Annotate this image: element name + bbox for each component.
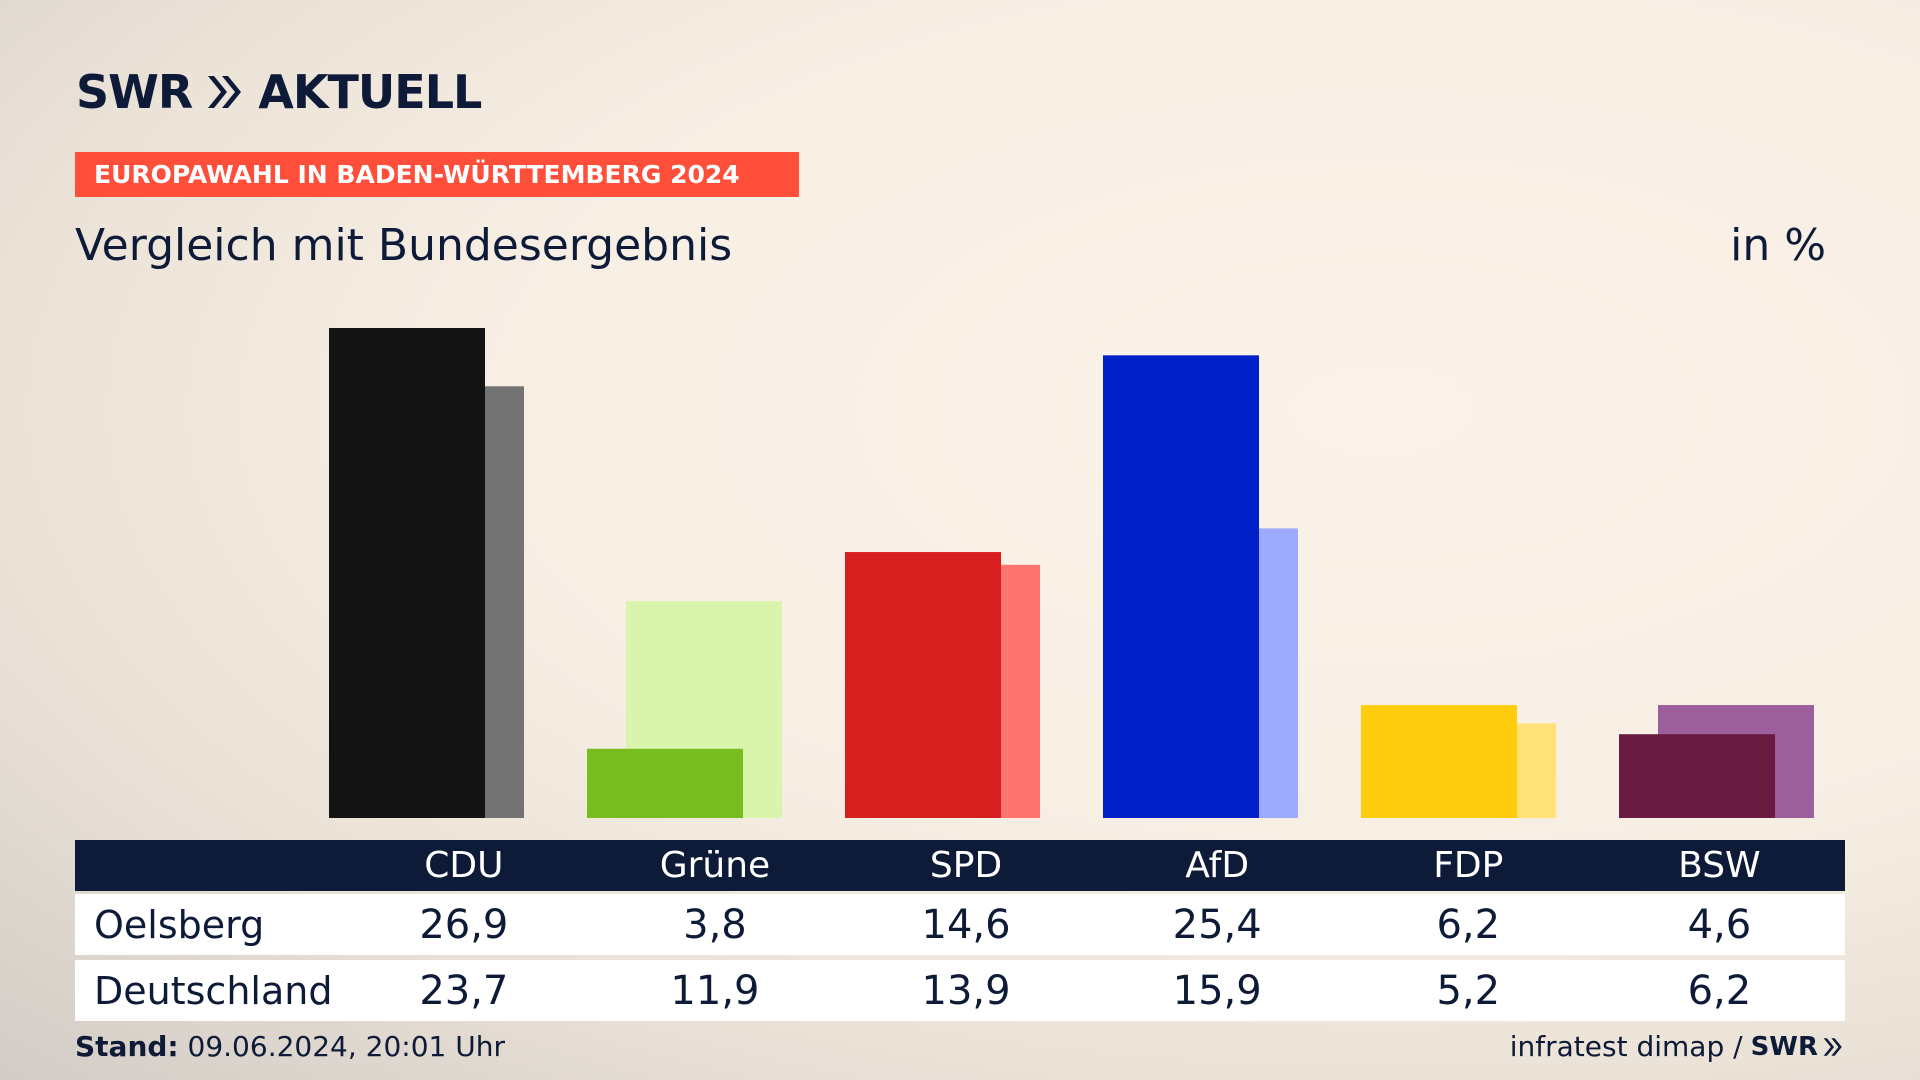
logo-suffix: AKTUELL xyxy=(258,65,482,119)
column-header-cdu: CDU xyxy=(424,845,504,886)
table-cell: 14,6 xyxy=(921,901,1011,948)
table-body: Oelsberg 26,9 3,8 14,6 25,4 6,2 4,6 Deutschland… xyxy=(75,894,1845,1021)
table-cell: 6,2 xyxy=(1687,967,1752,1014)
results-table: CDU Grüne SPD AfD FDP BSW Oelsberg 26,9 3,8 14,6… xyxy=(75,840,1845,1021)
column-header-spd: SPD xyxy=(929,845,1003,886)
source-credit: infratest dimap / SWR xyxy=(1510,1030,1844,1063)
table-cell: 6,2 xyxy=(1436,901,1501,948)
source-text: infratest dimap / xyxy=(1509,1030,1743,1063)
table-cell: 23,7 xyxy=(419,967,509,1014)
table-cell: 4,6 xyxy=(1687,901,1752,948)
table-row: Oelsberg 26,9 3,8 14,6 25,4 6,2 4,6 xyxy=(75,894,1845,955)
row-label: Oelsberg xyxy=(94,902,265,947)
table-cell: 5,2 xyxy=(1436,967,1501,1014)
bar-oelsberg-cdu xyxy=(329,328,485,818)
table-row: Deutschland 23,7 11,9 13,9 15,9 5,2 6,2 xyxy=(75,960,1845,1021)
chart-subtitle: Vergleich mit Bundesergebnis xyxy=(75,220,733,271)
bar-oelsberg-afd xyxy=(1103,355,1259,818)
stand-label: Stand: xyxy=(75,1030,179,1063)
column-header-fdp: FDP xyxy=(1433,845,1504,886)
mini-logo-text: SWR xyxy=(1750,1031,1818,1062)
table-cell: 11,9 xyxy=(670,967,760,1014)
table-cell: 3,8 xyxy=(683,901,747,948)
chevron-double-icon xyxy=(1823,1037,1842,1056)
bar-oelsberg-spd xyxy=(845,552,1001,818)
table-header: CDU Grüne SPD AfD FDP BSW xyxy=(75,840,1845,891)
election-badge: EUROPAWAHL IN BADEN-WÜRTTEMBERG 2024 xyxy=(75,152,799,197)
bar-oelsberg-bsw xyxy=(1619,734,1775,818)
column-header-afd: AfD xyxy=(1185,845,1250,886)
table-cell: 25,4 xyxy=(1172,901,1262,948)
swr-aktuell-logo: SWR AKTUELL xyxy=(76,65,482,119)
bar-oelsberg-fdp xyxy=(1361,705,1517,818)
column-header-bsw: BSW xyxy=(1678,845,1761,886)
chevron-double-icon xyxy=(206,72,244,112)
stand-value: 09.06.2024, 20:01 Uhr xyxy=(187,1030,505,1063)
bar-oelsberg-grüne xyxy=(587,748,743,818)
bar-chart xyxy=(329,328,1814,818)
table-cell: 15,9 xyxy=(1172,967,1262,1014)
swr-mini-logo: SWR xyxy=(1751,1032,1844,1062)
logo-text: SWR xyxy=(76,65,193,119)
table-cell: 13,9 xyxy=(921,967,1011,1014)
unit-label: in % xyxy=(1730,220,1826,271)
column-header-grüne: Grüne xyxy=(659,845,771,886)
row-label: Deutschland xyxy=(94,968,333,1013)
timestamp: Stand: 09.06.2024, 20:01 Uhr xyxy=(75,1030,505,1063)
table-cell: 26,9 xyxy=(419,901,509,948)
